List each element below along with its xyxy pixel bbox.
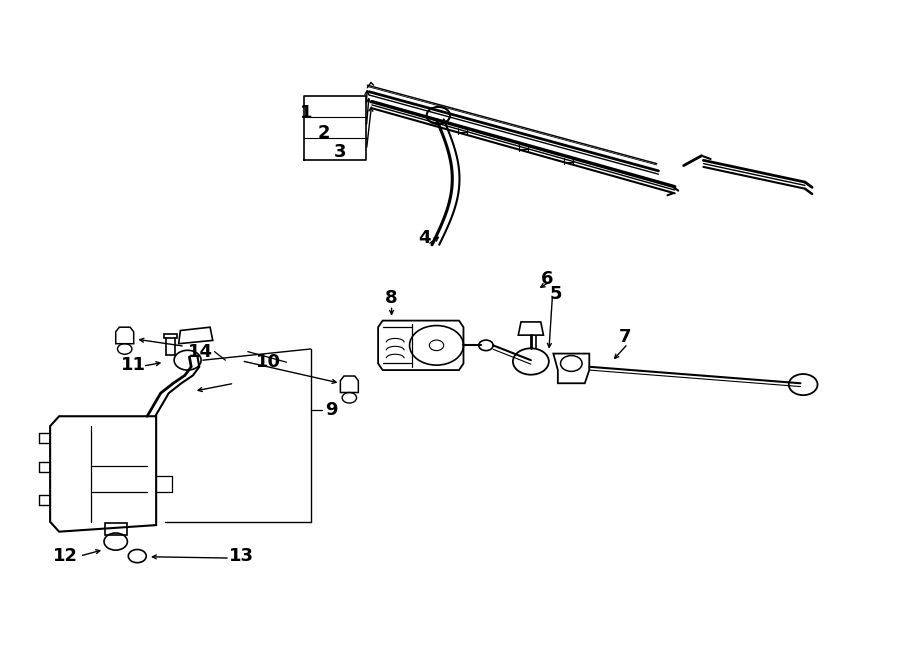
Text: 12: 12 [53, 547, 78, 565]
Text: 8: 8 [385, 288, 398, 307]
Text: 14: 14 [188, 342, 212, 361]
Text: 11: 11 [122, 356, 146, 374]
Text: 9: 9 [325, 401, 338, 418]
Text: 3: 3 [334, 143, 346, 161]
Text: 2: 2 [318, 124, 330, 141]
Text: 6: 6 [541, 270, 554, 288]
Text: 7: 7 [619, 328, 632, 346]
Text: 13: 13 [229, 547, 254, 565]
Text: 1: 1 [300, 104, 312, 122]
Text: 10: 10 [256, 353, 281, 371]
Text: 4: 4 [418, 229, 431, 247]
Text: 5: 5 [550, 285, 562, 303]
